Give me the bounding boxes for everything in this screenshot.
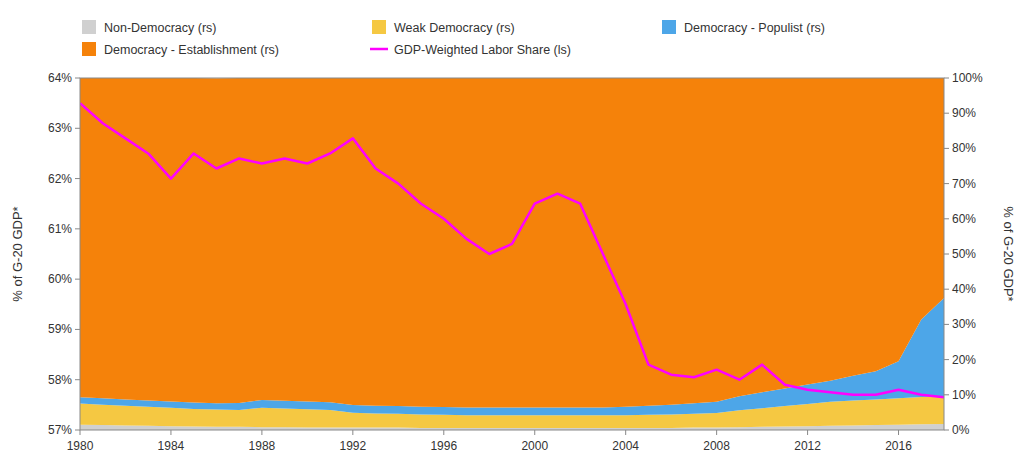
y2-tick (944, 183, 949, 184)
x-tick-label: 2000 (521, 439, 548, 453)
y-axis-right: 0% 10% 20% 30% 40% 50% 60% 70% 80% 90% 100% % of G-… (944, 71, 1016, 437)
legend-label: Weak Democracy (rs) (394, 21, 515, 35)
y-tick-label: 61% (48, 222, 72, 236)
legend-item: GDP-Weighted Labor Share (ls) (370, 43, 571, 57)
y-tick (75, 430, 80, 431)
y-tick-label: 63% (48, 121, 72, 135)
y-tick (75, 329, 80, 330)
y2-tick-label: 100% (952, 71, 983, 85)
y-tick-label: 59% (48, 322, 72, 336)
x-tick (170, 430, 171, 435)
y2-tick (944, 359, 949, 360)
y2-tick-label: 80% (952, 141, 976, 155)
y2-tick-label: 40% (952, 282, 976, 296)
y2-axis-label: % of G-20 GDP* (1001, 206, 1016, 301)
y-tick (75, 228, 80, 229)
area-band (80, 78, 944, 407)
y-axis-label: % of G-20 GDP* (10, 206, 25, 301)
legend-swatch (372, 20, 386, 34)
x-tick (261, 430, 262, 435)
plot-area (80, 78, 944, 430)
x-tick-label: 2012 (794, 439, 821, 453)
legend-label: Democracy - Populist (rs) (684, 21, 825, 35)
legend-swatch (662, 20, 676, 34)
legend-swatch (370, 48, 388, 51)
y-tick (75, 78, 80, 79)
y2-tick-label: 60% (952, 212, 976, 226)
legend-label: GDP-Weighted Labor Share (ls) (394, 43, 571, 57)
x-tick (80, 430, 81, 435)
legend-label: Democracy - Establishment (rs) (104, 43, 279, 57)
y2-tick (944, 218, 949, 219)
plot-frame (80, 78, 944, 430)
legend-item: Democracy - Populist (rs) (662, 20, 825, 35)
y2-tick-label: 90% (952, 106, 976, 120)
y2-tick-label: 0% (952, 423, 970, 437)
x-tick (898, 430, 899, 435)
legend: Non-Democracy (rs) Weak Democracy (rs) Dem… (82, 20, 825, 57)
chart: 1980 1984 1988 1992 1996 2000 2004 2008 2012 2016… (0, 0, 1024, 473)
x-tick-label: 2008 (703, 439, 730, 453)
y2-tick (944, 430, 949, 431)
y2-tick-label: 10% (952, 388, 976, 402)
x-tick (352, 430, 353, 435)
y-tick (75, 128, 80, 129)
y-tick-label: 57% (48, 423, 72, 437)
legend-swatch (82, 42, 96, 56)
x-tick-label: 1988 (249, 439, 276, 453)
x-axis: 1980 1984 1988 1992 1996 2000 2004 2008 2012 2016 (67, 430, 913, 453)
x-tick (534, 430, 535, 435)
y2-tick (944, 113, 949, 114)
y-tick (75, 379, 80, 380)
x-tick-label: 1980 (67, 439, 94, 453)
y2-tick (944, 324, 949, 325)
y2-tick (944, 254, 949, 255)
y2-tick (944, 394, 949, 395)
line (80, 103, 944, 397)
y2-tick (944, 289, 949, 290)
x-tick (443, 430, 444, 435)
y-tick (75, 279, 80, 280)
x-tick-label: 1992 (339, 439, 366, 453)
y-tick-label: 62% (48, 172, 72, 186)
y-axis-left: 57% 58% 59% 60% 61% 62% 63% 64% % of G-20 GDP* (10, 71, 80, 437)
legend-label: Non-Democracy (rs) (104, 21, 217, 35)
y2-tick-label: 50% (952, 247, 976, 261)
y-tick (75, 178, 80, 179)
legend-swatch (82, 20, 96, 34)
y2-tick-label: 70% (952, 177, 976, 191)
y2-tick-label: 20% (952, 353, 976, 367)
x-tick (807, 430, 808, 435)
y-tick-label: 64% (48, 71, 72, 85)
y-tick-label: 58% (48, 373, 72, 387)
legend-item: Weak Democracy (rs) (372, 20, 515, 35)
x-tick-label: 2004 (612, 439, 639, 453)
legend-item: Non-Democracy (rs) (82, 20, 217, 35)
x-tick (716, 430, 717, 435)
x-tick-label: 2016 (885, 439, 912, 453)
legend-item: Democracy - Establishment (rs) (82, 42, 279, 57)
y2-tick (944, 148, 949, 149)
y2-tick-label: 30% (952, 317, 976, 331)
y2-tick (944, 78, 949, 79)
x-tick-label: 1984 (158, 439, 185, 453)
y-tick-label: 60% (48, 272, 72, 286)
x-tick-label: 1996 (430, 439, 457, 453)
x-tick (625, 430, 626, 435)
